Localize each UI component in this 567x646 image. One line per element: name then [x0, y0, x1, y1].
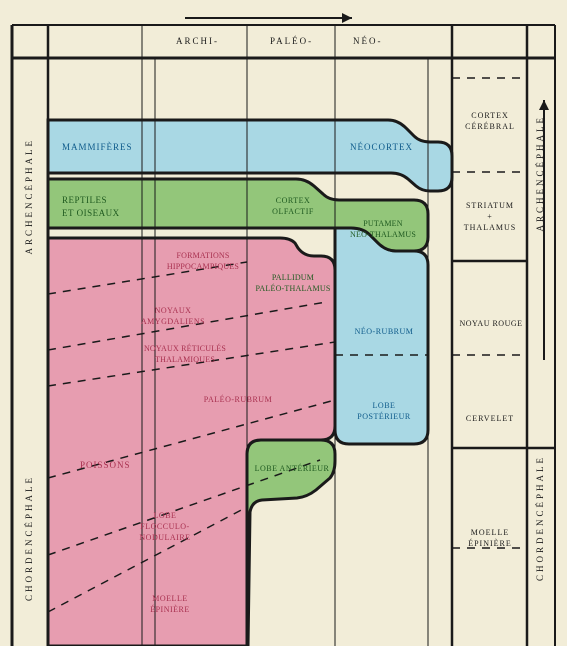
header-archi: ARCHI- — [176, 36, 219, 46]
right-noyau: NOYAU ROUGE — [454, 318, 528, 329]
right-moelle: MOELLEÉPINIÈRE — [457, 527, 523, 549]
blue-neo-rubrum: NÉO-RUBRUM — [344, 326, 424, 337]
header-paleo: PALÉO- — [270, 36, 313, 46]
pink-paleo-rubrum: PALÉO-RUBRUM — [188, 394, 288, 405]
pink-poissons: POISSONS — [80, 459, 131, 472]
green-cortex-olf: CORTEXOLFACTIF — [258, 195, 328, 217]
pink-moelle: MOELLEÉPINIÈRE — [130, 593, 210, 615]
side-right-bottom: CHORDENCÉPHALE — [535, 455, 545, 581]
green-putamen: PUTAMENNÉO-THALAMUS — [338, 218, 428, 240]
right-cervelet: CERVELET — [457, 413, 523, 424]
pink-formations: FORMATIONSHIPPOCAMPIQUES — [158, 250, 248, 272]
side-left-top: ARCHENCÉPHALE — [24, 138, 34, 255]
right-cortex: CORTEXCÉRÉBRAL — [457, 110, 523, 132]
pink-noyaux-ret: NOYAUX RÉTICULÉSTHALAMIQUES — [130, 343, 240, 365]
header-neo: NÉO- — [353, 36, 383, 46]
blue-mammiferes: MAMMIFÈRES — [62, 141, 133, 154]
right-striatum: STRIATUM+THALAMUS — [457, 200, 523, 234]
blue-neocortex: NÉOCORTEX — [350, 141, 413, 154]
pink-lobe-flocc: LOBEFLOCCULO-NODULAIRE — [120, 510, 210, 544]
green-lobe-ant: LOBE ANTÉRIEUR — [250, 463, 334, 474]
side-right-top: ARCHENCÉPHALE — [535, 115, 545, 232]
green-reptiles: REPTILESET OISEAUX — [62, 194, 120, 219]
blue-lobe-post: LOBEPOSTÉRIEUR — [344, 400, 424, 422]
side-left-bottom: CHORDENCÉPHALE — [24, 475, 34, 601]
pink-noyaux-amyg: NOYAUXAMYGDALIENS — [128, 305, 218, 327]
green-pallidum: PALLIDUMPALÉO-THALAMUS — [248, 272, 338, 294]
diagram-frame: { "layout": { "width": 567, "height": 64… — [0, 0, 567, 646]
